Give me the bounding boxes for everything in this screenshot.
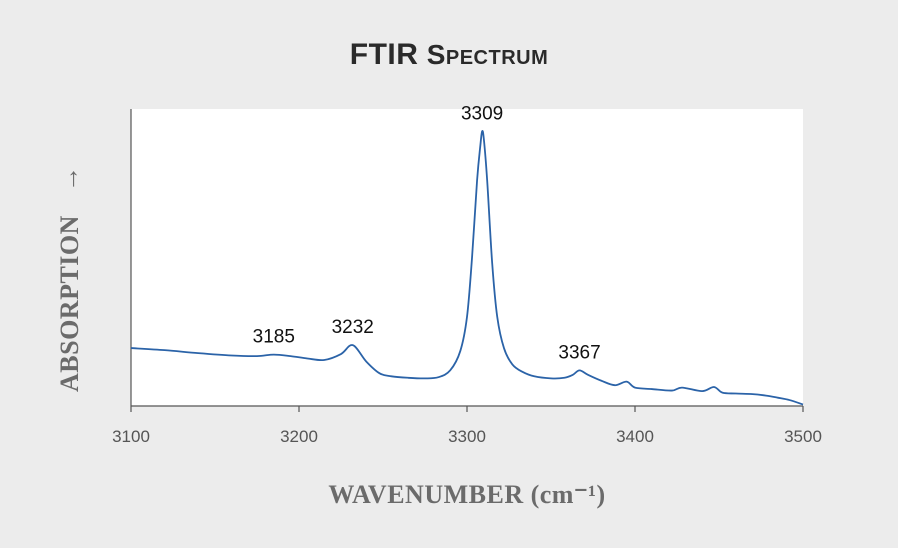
spectrum-line	[130, 129, 804, 406]
y-axis-arrow: →	[55, 166, 84, 193]
plot-area	[131, 109, 803, 406]
x-tick-label-1: 3200	[280, 427, 318, 446]
peak-label-3185: 3185	[253, 327, 295, 348]
x-tick-label-4: 3500	[784, 427, 822, 446]
chart-title: FTIR Spectrum	[0, 38, 898, 72]
x-axis-title: WAVENUMBER (cm⁻¹)	[328, 480, 605, 509]
chart-title-sub: Spectrum	[426, 39, 549, 70]
y-axis-title-group: ABSORPTION →	[55, 166, 84, 393]
y-axis-title: ABSORPTION	[55, 215, 84, 392]
x-tick-label-3: 3400	[616, 427, 654, 446]
x-tick-label-0: 3100	[112, 427, 150, 446]
peak-label-3232: 3232	[332, 317, 374, 338]
peak-label-3367: 3367	[558, 342, 600, 363]
x-tick-label-2: 3300	[448, 427, 486, 446]
peak-label-3309: 3309	[461, 103, 503, 124]
chart-title-main: FTIR	[349, 38, 419, 71]
